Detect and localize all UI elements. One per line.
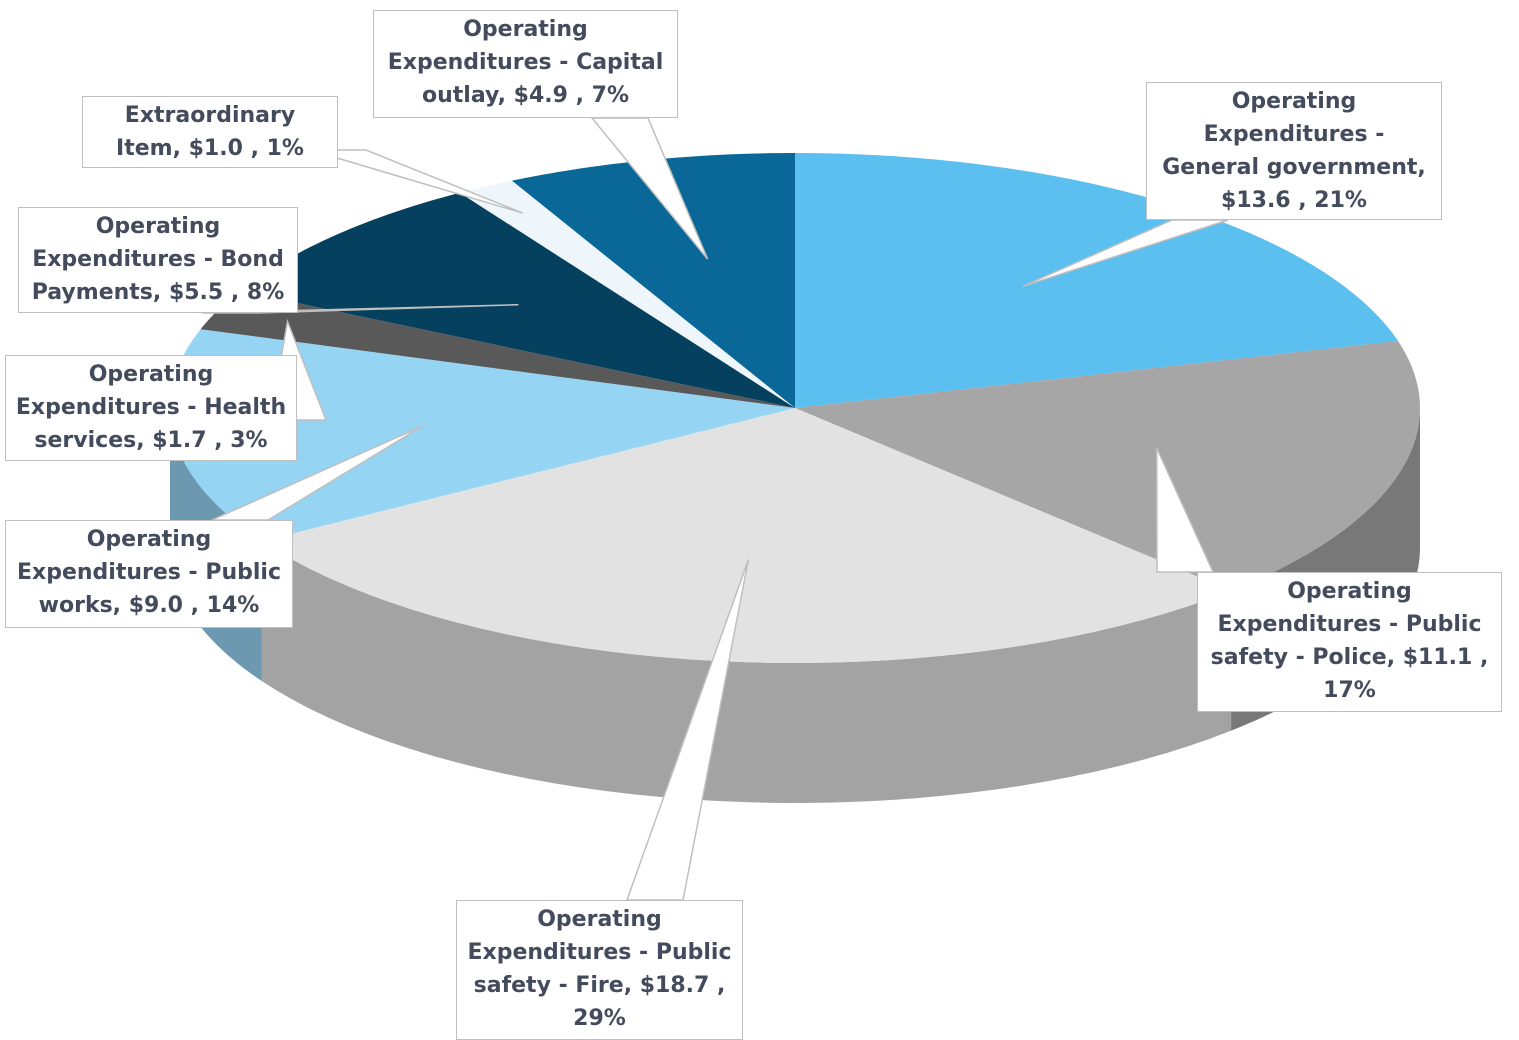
data-label: Operating Expenditures - Public safety -… (456, 900, 743, 1040)
label-pct: 29% (573, 1006, 626, 1031)
slice (200, 290, 796, 408)
leader-line (1156, 447, 1215, 573)
label-pct: 17% (1323, 678, 1376, 703)
leader-line (1022, 219, 1229, 288)
data-label: Extraordinary Item$1.01%1 (82, 96, 338, 168)
data-label: Operating Expenditures - Capital outlay$… (373, 10, 678, 118)
label-val: $1.7 (152, 428, 230, 453)
label-pct: 7% (591, 83, 629, 108)
leader-line (309, 149, 523, 214)
slice-side (261, 541, 1232, 803)
label-pct: 14% (206, 593, 260, 618)
data-label: Operating Expenditures - General governm… (1146, 82, 1442, 220)
data-label: Operating Expenditures - Public works$9.… (5, 520, 293, 628)
slice (795, 153, 1398, 408)
label-val: $9.0 (129, 593, 207, 618)
leader-line (590, 117, 709, 260)
label-val: $4.9 (514, 83, 592, 108)
slice (511, 153, 795, 408)
label-pct: 8% (246, 280, 285, 305)
slice (261, 408, 1232, 663)
label-val: $5.5 (169, 280, 247, 305)
slice (239, 192, 795, 408)
label-cat: Operating Expenditures - General governm… (1162, 89, 1425, 180)
label-val: $18.7 (640, 973, 726, 998)
data-label: Operating Expenditures - Bond Payments$5… (18, 207, 298, 313)
label-pct: 21% (1314, 188, 1367, 213)
label-val: $13.6 (1221, 188, 1314, 213)
data-label: Operating Expenditures - Public safety -… (1197, 572, 1502, 712)
slice (170, 329, 796, 542)
label-pct: 1% (266, 136, 304, 161)
label-val: $1.0 (189, 136, 267, 161)
label-pct: 3% (230, 428, 268, 453)
slice (795, 340, 1420, 591)
data-label: Operating Expenditures - Health services… (5, 355, 297, 461)
label-val: $11.1 (1403, 645, 1489, 670)
slice (459, 180, 795, 408)
